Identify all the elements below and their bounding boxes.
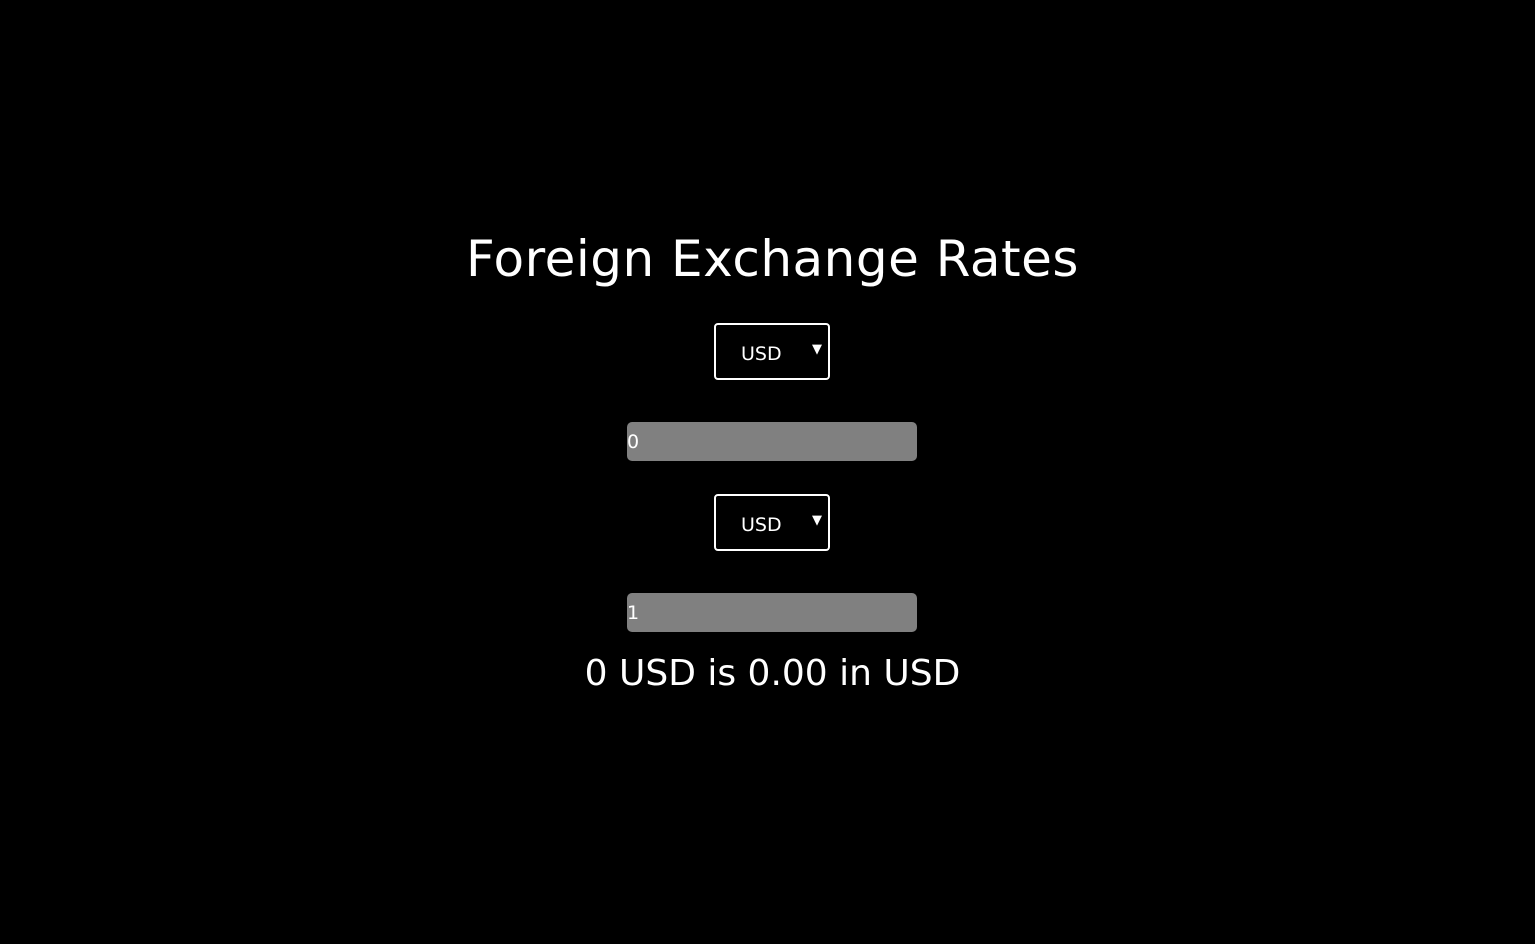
chevron-down-icon: ▼ [812,342,822,357]
from-currency-value: USD [741,343,782,365]
chevron-down-icon: ▼ [812,513,822,528]
from-amount-input[interactable]: 0 [627,422,917,461]
from-amount-value: 0 [627,431,640,453]
to-currency-select[interactable]: USD ▼ [714,494,830,551]
from-currency-select[interactable]: USD ▼ [714,323,830,380]
conversion-result: 0 USD is 0.00 in USD [584,653,961,694]
page-title: Foreign Exchange Rates [466,230,1079,288]
to-amount-value: 1 [627,602,640,624]
to-amount-input[interactable]: 1 [627,593,917,632]
to-currency-value: USD [741,514,782,536]
